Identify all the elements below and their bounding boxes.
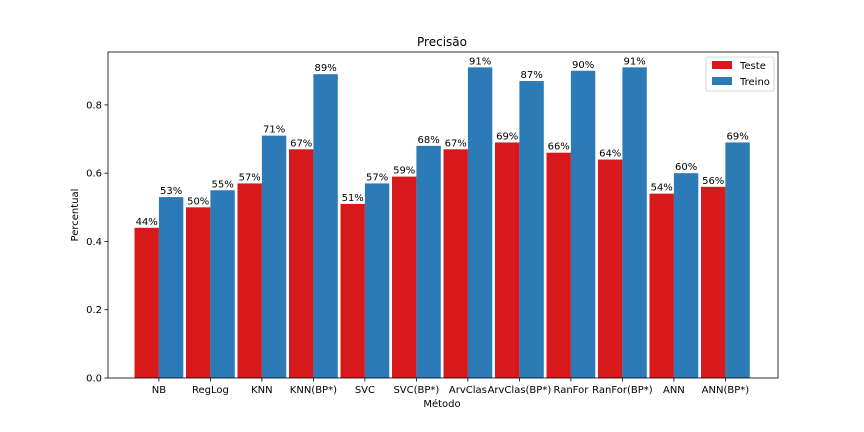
bar-label-treino-ranfor: 90% [572, 60, 594, 71]
bar-label-treino-svc: 57% [366, 172, 388, 183]
bars-group [134, 67, 750, 379]
bar-labels-group: 44% 50% 57% 67% 51% 59% 67% 69% 66% 64% 54% 56% 53% 5… [136, 56, 749, 227]
x-tick-label-knn: KNN [251, 385, 273, 396]
legend-label-treino: Treino [739, 77, 770, 88]
bar-label-teste-ann: 54% [651, 183, 673, 194]
bar-label-treino-knn: 71% [263, 125, 285, 136]
y-tick-label: 0.0 [86, 374, 102, 385]
bar-label-teste-arvclas: 67% [445, 138, 467, 149]
bar-treino-ann [673, 173, 699, 378]
x-tick-label-arvclas: ArvClas [449, 385, 487, 396]
bar-treino-ranfor [570, 70, 596, 379]
x-tick-label-ann-bp: ANN(BP*) [702, 385, 750, 396]
x-tick-label-nb: NB [152, 385, 166, 396]
bar-treino-knn [261, 135, 287, 378]
bar-teste-arvclas-bp [495, 142, 520, 378]
bar-label-teste-nb: 44% [136, 217, 158, 228]
x-tick-label-arvclas-bp: ArvClas(BP*) [488, 385, 552, 396]
y-tick-label: 0.2 [86, 305, 102, 316]
bar-treino-arvclas-bp [519, 81, 544, 379]
bar-label-treino-nb: 53% [160, 186, 182, 197]
bar-teste-ann-bp [701, 186, 726, 378]
bar-label-teste-ann-bp: 56% [702, 176, 724, 187]
bar-teste-ranfor-bp [598, 159, 623, 378]
bar-teste-nb [134, 227, 159, 378]
bar-teste-svc-bp [392, 176, 417, 378]
legend-swatch-treino [712, 77, 732, 85]
x-axis-label: Método [423, 398, 460, 410]
bar-treino-nb [158, 197, 184, 378]
y-tick-label: 0.6 [86, 169, 102, 180]
y-axis-label: Percentual [70, 189, 81, 242]
x-tick-label-knn-bp: KNN(BP*) [290, 385, 337, 396]
bar-treino-svc [364, 183, 390, 378]
bar-treino-knn-bp [313, 74, 338, 378]
bar-label-treino-ann: 60% [675, 162, 697, 173]
y-axis: 0.0 0.2 0.4 0.6 0.8 [86, 100, 108, 385]
bar-label-teste-svc: 51% [342, 193, 364, 204]
bar-label-teste-reglog: 50% [187, 196, 209, 207]
x-tick-label-ranfor: RanFor [553, 385, 589, 396]
x-tick-label-svc-bp: SVC(BP*) [393, 385, 439, 396]
bar-label-treino-arvclas-bp: 87% [520, 70, 542, 81]
y-tick-label: 0.4 [86, 237, 102, 248]
x-tick-label-svc: SVC [355, 385, 375, 396]
bar-treino-reglog [210, 190, 235, 378]
bar-teste-reglog [186, 207, 211, 378]
y-tick-label: 0.8 [86, 100, 102, 111]
bar-label-treino-ranfor-bp: 91% [623, 56, 645, 67]
chart-title: Precisão [417, 35, 467, 49]
bar-teste-knn-bp [289, 149, 314, 378]
bar-treino-ann-bp [725, 142, 750, 378]
x-tick-label-ranfor-bp: RanFor(BP*) [592, 385, 653, 396]
bar-label-teste-knn: 57% [239, 172, 261, 183]
x-tick-label-ann: ANN [663, 385, 685, 396]
bar-teste-ranfor [546, 152, 571, 378]
legend-label-teste: Teste [739, 61, 766, 72]
bar-label-treino-reglog: 55% [211, 179, 233, 190]
bar-treino-arvclas [467, 67, 493, 379]
bar-teste-svc [340, 203, 365, 378]
bar-label-teste-ranfor-bp: 64% [599, 149, 621, 160]
bar-treino-svc-bp [416, 145, 441, 378]
x-tick-label-reglog: RegLog [192, 385, 229, 396]
bar-label-treino-svc-bp: 68% [417, 135, 439, 146]
bar-teste-knn [237, 183, 262, 378]
bar-label-treino-ann-bp: 69% [726, 131, 748, 142]
bar-label-treino-arvclas: 91% [469, 56, 491, 67]
bar-label-teste-knn-bp: 67% [290, 138, 312, 149]
bar-label-teste-svc-bp: 59% [393, 166, 415, 177]
bar-label-teste-ranfor: 66% [548, 142, 570, 153]
bar-teste-arvclas [443, 149, 468, 378]
bar-label-teste-arvclas-bp: 69% [496, 131, 518, 142]
bar-teste-ann [649, 193, 674, 378]
bar-label-treino-knn-bp: 89% [314, 63, 336, 74]
legend: Teste Treino [705, 56, 775, 92]
plot-frame [107, 51, 779, 379]
bar-treino-ranfor-bp [622, 67, 647, 379]
x-axis: NB RegLog KNN KNN(BP*) SVC SVC(BP*) ArvClas Arv… [152, 378, 750, 396]
legend-swatch-teste [712, 61, 732, 69]
